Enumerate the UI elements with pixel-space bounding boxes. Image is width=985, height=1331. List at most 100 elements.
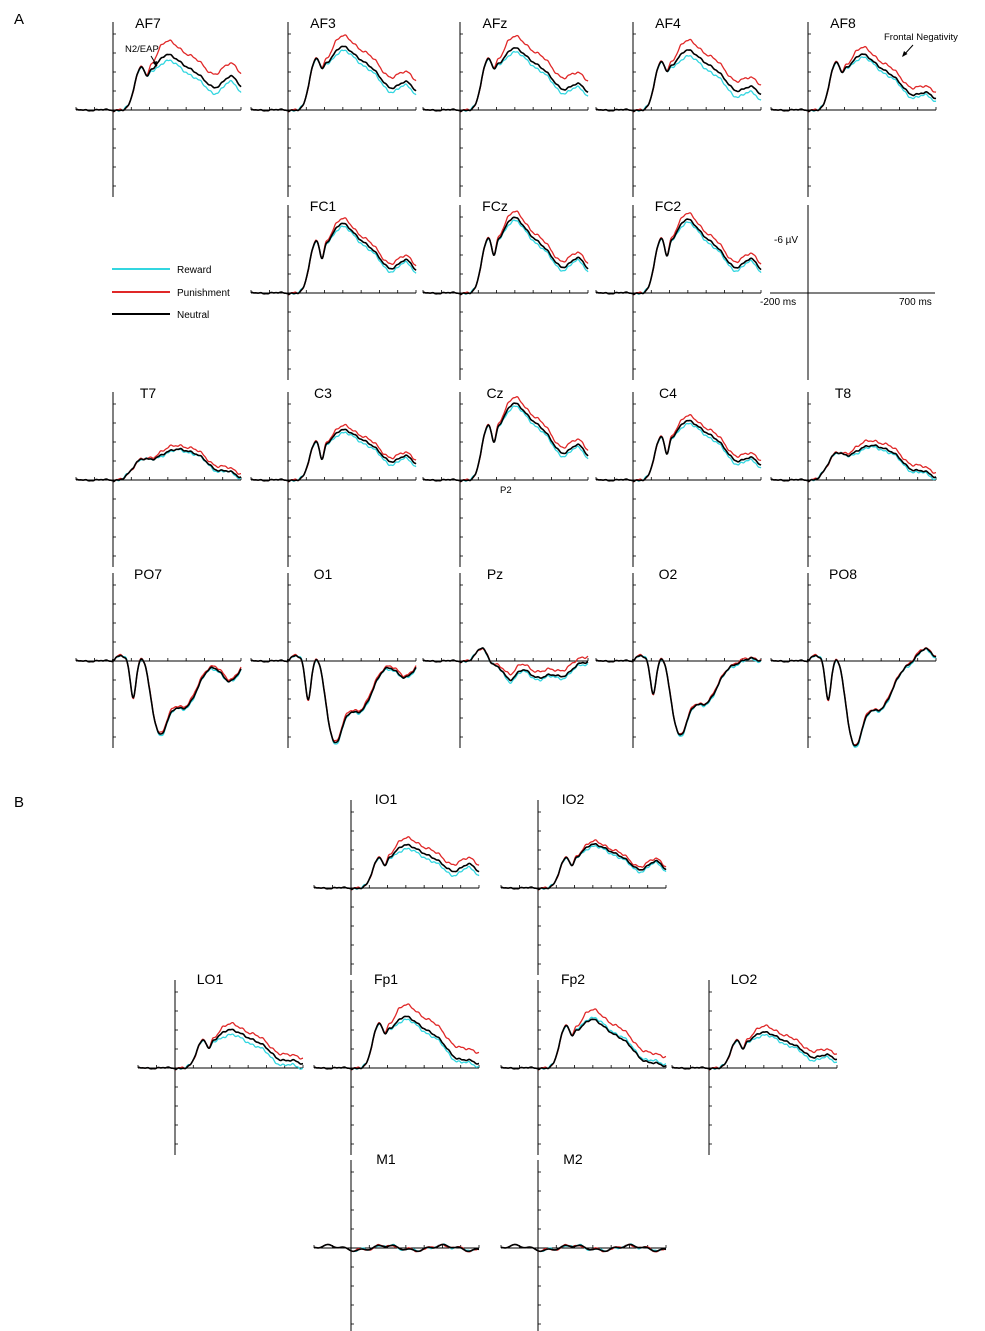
series-punishment — [422, 647, 589, 676]
annotation-n2-eap: N2/EAP — [125, 44, 159, 55]
electrode-panel-cz: Cz — [422, 385, 589, 567]
electrode-panel-fp2: Fp2 — [500, 971, 667, 1155]
series-punishment — [137, 1021, 304, 1071]
electrode-title: AF8 — [830, 15, 856, 31]
series-punishment — [770, 439, 937, 483]
electrode-panel-fc2: FC2 — [595, 198, 762, 380]
annotation-frontal-negativity: Frontal Negativity — [884, 32, 958, 43]
series-neutral — [250, 428, 417, 483]
electrode-panel-lo2: LO2 — [671, 971, 838, 1155]
series-reward — [422, 51, 589, 113]
series-punishment — [250, 34, 417, 113]
electrode-panel-afz: AFz — [422, 15, 589, 197]
electrode-title: AF4 — [655, 15, 681, 31]
panel-label-b: B — [14, 794, 24, 811]
electrode-title: O1 — [314, 566, 333, 582]
electrode-title: Fp2 — [561, 971, 585, 987]
electrode-panel-pz: Pz — [422, 566, 589, 748]
legend-label-punishment: Punishment — [177, 288, 230, 299]
series-neutral — [250, 222, 417, 296]
series-punishment — [75, 444, 242, 483]
series-neutral — [770, 444, 936, 483]
series-neutral — [770, 647, 937, 747]
electrode-panel-m2: M2 — [500, 1151, 667, 1331]
series-reward — [422, 647, 589, 685]
electrode-title: AF3 — [310, 15, 336, 31]
series-punishment — [500, 839, 667, 891]
series-reward — [313, 847, 480, 891]
electrode-panel-af4: AF4 — [595, 15, 762, 197]
electrode-title: FCz — [482, 198, 508, 214]
electrode-panel-o1: O1 — [250, 566, 417, 748]
series-punishment — [422, 34, 589, 113]
electrode-panel-po8: PO8 — [770, 566, 937, 748]
series-neutral — [595, 218, 762, 296]
series-neutral — [500, 1018, 667, 1071]
electrode-title: FC2 — [655, 198, 682, 214]
scale-x-start-label: -200 ms — [760, 297, 796, 308]
series-reward — [75, 59, 242, 113]
series-neutral — [595, 49, 762, 113]
legend-label-reward: Reward — [177, 265, 211, 276]
electrode-panel-lo1: LO1 — [137, 971, 304, 1155]
series-punishment — [422, 210, 589, 296]
electrode-panel-t7: T7 — [75, 385, 242, 567]
electrode-title: AF7 — [135, 15, 161, 31]
series-punishment — [500, 1008, 667, 1071]
electrode-title: AFz — [483, 15, 508, 31]
series-punishment — [671, 1024, 837, 1071]
series-neutral — [250, 654, 417, 744]
series-punishment — [595, 653, 762, 735]
electrode-panel-io1: IO1 — [313, 791, 480, 975]
electrode-panel-c3: C3 — [250, 385, 417, 567]
series-neutral — [500, 843, 667, 891]
electrode-title: O2 — [659, 566, 678, 582]
electrode-title: PO8 — [829, 566, 857, 582]
series-reward — [770, 56, 937, 113]
electrode-title: Fp1 — [374, 971, 398, 987]
electrode-title: C4 — [659, 385, 677, 401]
electrode-title: T8 — [835, 385, 852, 401]
series-punishment — [422, 396, 589, 483]
series-reward — [500, 845, 667, 891]
series-neutral — [770, 53, 937, 113]
electrode-panel-af7: AF7 — [75, 15, 242, 197]
electrode-title: FC1 — [310, 198, 337, 214]
series-neutral — [313, 843, 480, 891]
series-reward — [250, 225, 417, 296]
electrode-title: Pz — [487, 566, 503, 582]
electrode-title: PO7 — [134, 566, 162, 582]
scale-x-end-label: 700 ms — [899, 297, 932, 308]
series-reward — [422, 405, 589, 483]
series-neutral — [75, 447, 241, 483]
electrode-panel-fcz: FCz — [422, 198, 589, 380]
series-neutral — [75, 654, 242, 735]
series-punishment — [595, 212, 762, 296]
series-neutral — [422, 647, 589, 682]
electrode-title: T7 — [140, 385, 157, 401]
legend-label-neutral: Neutral — [177, 310, 209, 321]
series-punishment — [595, 414, 762, 483]
series-neutral — [75, 53, 242, 113]
electrode-title: C3 — [314, 385, 332, 401]
series-neutral — [422, 216, 589, 296]
legend: Reward Punishment Neutral — [112, 265, 230, 321]
annotation-frontal-negativity-arrowhead — [902, 51, 908, 57]
electrode-title: LO2 — [731, 971, 758, 987]
series-reward — [137, 1033, 303, 1071]
series-reward — [595, 221, 762, 296]
electrode-panel-fp1: Fp1 — [313, 971, 480, 1155]
series-neutral — [250, 45, 417, 113]
scale-reference: -6 µV -200 ms 700 ms — [760, 205, 935, 380]
panel-label-a: A — [14, 11, 24, 28]
series-punishment — [250, 423, 417, 483]
series-neutral — [671, 1031, 838, 1071]
electrode-panels: AF7 AF3 AFz AF4 AF8 FC1 FCz FC2 T7 C3 Cz C4 T8 PO7 O1 P… — [75, 15, 937, 1331]
series-punishment — [313, 836, 480, 891]
electrode-panel-af3: AF3 — [250, 15, 417, 197]
electrode-panel-io2: IO2 — [500, 791, 667, 975]
series-reward — [250, 49, 417, 113]
annotation-p2: P2 — [500, 485, 512, 496]
series-neutral — [313, 1243, 480, 1253]
